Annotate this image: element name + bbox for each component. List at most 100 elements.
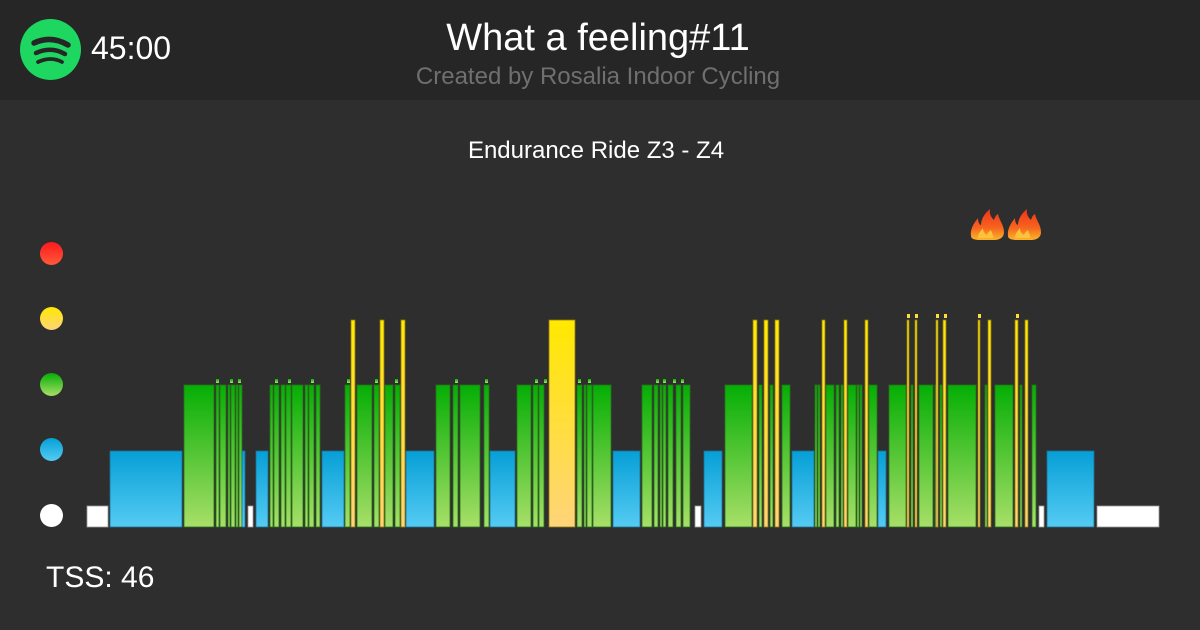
interval-segment-zone-4 — [350, 319, 356, 528]
interval-segment-zone-3 — [918, 384, 934, 528]
interval-segment-zone-3 — [315, 384, 321, 528]
interval-segment-zone-2 — [877, 450, 887, 528]
interval-segment-zone-3 — [659, 384, 663, 528]
interval-segment-zone-3 — [291, 384, 304, 528]
zone-2-indicator — [40, 438, 63, 461]
interval-segment-zone-4 — [942, 319, 947, 528]
interval-segment-zone-3 — [435, 384, 451, 528]
workout-duration: 45:00 — [91, 30, 172, 66]
interval-segment-zone-3 — [394, 384, 401, 528]
interval-segment-zone-4 — [1014, 319, 1019, 528]
interval-segment-zone-2 — [255, 450, 269, 528]
interval-segment-zone-4 — [379, 319, 385, 528]
interval-segment-zone-4 — [774, 319, 780, 528]
interval-marker — [288, 379, 291, 383]
interval-marker — [936, 314, 939, 318]
interval-segment-zone-4 — [906, 319, 910, 528]
interval-segment-zone-1 — [1038, 505, 1045, 528]
chart-title: Endurance Ride Z3 - Z4 — [467, 137, 725, 164]
interval-segment-zone-3 — [183, 384, 215, 528]
interval-segment-zone-3 — [662, 384, 667, 528]
interval-segment-zone-3 — [817, 384, 821, 528]
interval-segment-zone-2 — [1046, 450, 1095, 528]
interval-marker — [535, 379, 538, 383]
interval-segment-zone-3 — [583, 384, 587, 528]
interval-segment-zone-3 — [532, 384, 539, 528]
interval-segment-zone-3 — [847, 384, 857, 528]
interval-segment-zone-3 — [939, 384, 943, 528]
interval-marker — [663, 379, 666, 383]
spotify-logo-icon[interactable] — [20, 19, 81, 80]
interval-segment-zone-3 — [227, 384, 231, 528]
interval-segment-zone-3 — [373, 384, 380, 528]
interval-marker — [915, 314, 918, 318]
interval-marker — [230, 379, 233, 383]
interval-segment-zone-4 — [843, 319, 848, 528]
interval-marker — [681, 379, 684, 383]
fire-icon — [966, 200, 1046, 248]
interval-segment-zone-4 — [864, 319, 869, 528]
interval-segment-zone-2 — [405, 450, 435, 528]
zone-1-indicator — [40, 504, 63, 527]
creator-subtitle: Created by Rosalia Indoor Cycling — [415, 63, 781, 90]
zone-3-indicator — [40, 373, 63, 396]
interval-segment-zone-2 — [612, 450, 641, 528]
interval-segment-zone-4 — [752, 319, 758, 528]
interval-segment-zone-3 — [856, 384, 860, 528]
interval-segment-zone-4 — [914, 319, 918, 528]
interval-segment-zone-3 — [230, 384, 236, 528]
interval-segment-zone-1 — [694, 505, 702, 528]
interval-segment-zone-2 — [321, 450, 345, 528]
interval-segment-zone-4 — [1024, 319, 1029, 528]
interval-segment-zone-3 — [285, 384, 292, 528]
interval-marker — [238, 379, 241, 383]
interval-segment-zone-4 — [548, 319, 576, 528]
interval-segment-zone-2 — [241, 450, 246, 528]
interval-segment-zone-2 — [109, 450, 183, 528]
interval-segment-zone-3 — [273, 384, 280, 528]
interval-marker — [978, 314, 981, 318]
zone-5-indicator — [40, 242, 63, 265]
interval-segment-zone-3 — [459, 384, 481, 528]
interval-segment-zone-2 — [703, 450, 723, 528]
interval-marker — [673, 379, 676, 383]
interval-segment-zone-4 — [821, 319, 826, 528]
workout-title: What a feeling#11 — [446, 17, 750, 59]
interval-marker — [311, 379, 314, 383]
interval-marker — [1016, 314, 1019, 318]
zone-4-indicator — [40, 307, 63, 330]
interval-segment-zone-3 — [215, 384, 220, 528]
interval-segment-zone-3 — [235, 384, 239, 528]
interval-segment-zone-3 — [653, 384, 659, 528]
interval-marker — [275, 379, 278, 383]
interval-segment-zone-3 — [769, 384, 774, 528]
interval-segment-zone-3 — [516, 384, 532, 528]
interval-segment-zone-3 — [994, 384, 1014, 528]
interval-segment-zone-3 — [219, 384, 227, 528]
interval-segment-zone-3 — [280, 384, 286, 528]
interval-segment-zone-3 — [859, 384, 863, 528]
interval-segment-zone-3 — [538, 384, 545, 528]
interval-marker — [347, 379, 350, 383]
interval-segment-zone-4 — [763, 319, 769, 528]
interval-segment-zone-2 — [489, 450, 516, 528]
interval-segment-zone-3 — [308, 384, 315, 528]
interval-marker — [907, 314, 910, 318]
interval-marker — [656, 379, 659, 383]
interval-segment-zone-3 — [910, 384, 914, 528]
interval-segment-zone-3 — [947, 384, 977, 528]
interval-segment-zone-4 — [987, 319, 992, 528]
interval-segment-zone-3 — [641, 384, 653, 528]
interval-segment-zone-3 — [384, 384, 394, 528]
interval-marker — [588, 379, 591, 383]
interval-segment-zone-1 — [247, 505, 254, 528]
interval-segment-zone-3 — [586, 384, 593, 528]
interval-segment-zone-3 — [269, 384, 274, 528]
interval-segment-zone-3 — [984, 384, 988, 528]
interval-segment-zone-3 — [888, 384, 907, 528]
interval-segment-zone-3 — [667, 384, 674, 528]
interval-segment-zone-3 — [592, 384, 612, 528]
interval-segment-zone-3 — [452, 384, 459, 528]
interval-segment-zone-3 — [675, 384, 682, 528]
